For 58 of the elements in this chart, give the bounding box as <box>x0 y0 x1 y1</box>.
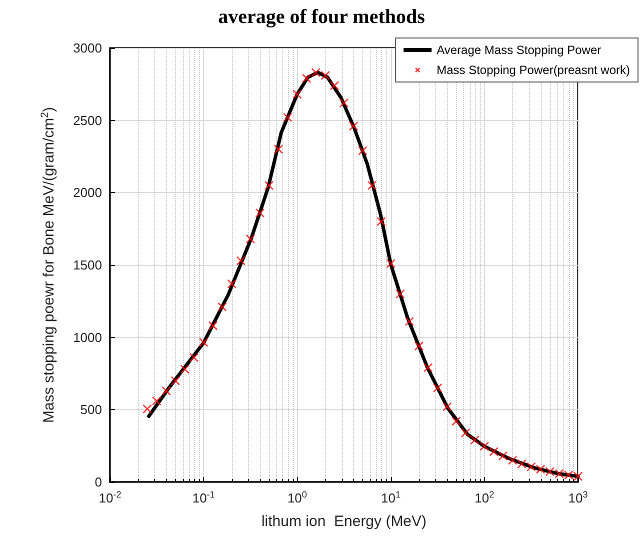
y-tick-label: 2500 <box>73 112 102 128</box>
point <box>480 442 490 451</box>
point <box>246 234 256 244</box>
point <box>180 364 190 374</box>
chart-title: average of four methods <box>218 6 426 28</box>
y-axis-title: Mass stopping poewr for Bone MeV/(gram/cm2) <box>39 107 58 423</box>
point <box>142 404 152 414</box>
point <box>414 341 424 351</box>
point <box>198 338 208 348</box>
point <box>358 146 368 156</box>
point <box>292 90 302 99</box>
point <box>423 363 433 372</box>
point <box>302 74 312 84</box>
y-tick-label: 1000 <box>73 330 102 345</box>
point <box>264 180 274 190</box>
point <box>376 216 386 226</box>
point <box>498 451 508 461</box>
y-tick-label: 0 <box>94 474 102 490</box>
point <box>348 121 358 131</box>
point <box>311 68 320 78</box>
point <box>554 468 564 478</box>
point <box>274 144 284 154</box>
point <box>282 112 292 122</box>
point <box>489 446 498 456</box>
y-tick-label: 1500 <box>73 258 102 272</box>
point <box>526 462 536 472</box>
point <box>236 256 246 266</box>
legend-label: Average Mass Stopping Power <box>436 43 602 57</box>
point <box>460 428 470 438</box>
point <box>386 258 396 268</box>
x-axis-title: lithum ion Energy (MeV) <box>261 513 427 530</box>
point <box>255 208 265 218</box>
point <box>404 316 414 326</box>
point <box>227 279 236 288</box>
y-tick-label: 2000 <box>73 185 102 200</box>
point <box>508 456 518 465</box>
point <box>517 459 526 469</box>
point <box>218 302 227 312</box>
point <box>208 321 218 330</box>
point <box>470 435 480 445</box>
point <box>339 98 349 108</box>
point <box>442 402 452 412</box>
point <box>564 470 574 480</box>
y-tick-label: 3000 <box>73 40 102 56</box>
legend-label: Mass Stopping Power(preasnt work) <box>436 63 630 77</box>
point <box>189 352 199 362</box>
point <box>152 396 162 406</box>
point <box>452 416 461 426</box>
point <box>545 466 555 476</box>
point <box>432 383 442 393</box>
point <box>170 376 180 386</box>
point <box>320 70 330 80</box>
point <box>536 464 546 474</box>
point <box>396 289 405 299</box>
point <box>330 80 340 90</box>
y-tick-label: 500 <box>80 402 102 418</box>
point <box>162 386 172 396</box>
point <box>367 180 377 190</box>
